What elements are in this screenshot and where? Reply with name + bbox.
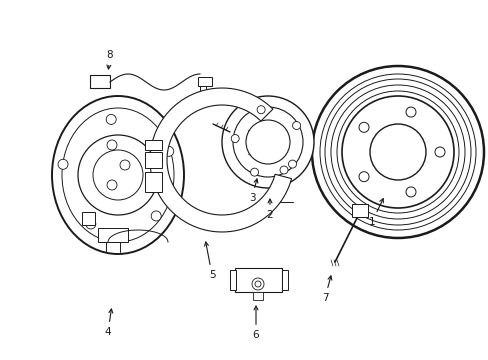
- Circle shape: [78, 135, 158, 215]
- Circle shape: [106, 114, 116, 125]
- Circle shape: [107, 140, 117, 150]
- Polygon shape: [351, 204, 367, 217]
- Text: 2: 2: [266, 199, 273, 220]
- Circle shape: [86, 219, 96, 229]
- Text: 8: 8: [106, 50, 113, 69]
- Polygon shape: [145, 152, 162, 168]
- Circle shape: [341, 96, 453, 208]
- Circle shape: [250, 168, 258, 176]
- Circle shape: [93, 150, 142, 200]
- Text: 6: 6: [252, 306, 259, 340]
- Polygon shape: [235, 268, 282, 292]
- Circle shape: [232, 107, 303, 177]
- Polygon shape: [150, 88, 291, 232]
- Polygon shape: [229, 270, 236, 290]
- Circle shape: [288, 160, 296, 168]
- Ellipse shape: [52, 96, 183, 254]
- Polygon shape: [198, 77, 212, 86]
- Ellipse shape: [62, 108, 174, 242]
- Text: 1: 1: [368, 199, 383, 227]
- Text: 7: 7: [321, 276, 331, 303]
- Circle shape: [292, 122, 300, 130]
- Circle shape: [231, 135, 239, 143]
- Circle shape: [254, 281, 261, 287]
- Polygon shape: [145, 172, 162, 192]
- Circle shape: [358, 122, 368, 132]
- Polygon shape: [282, 270, 287, 290]
- Circle shape: [257, 106, 264, 114]
- Circle shape: [58, 159, 68, 169]
- Text: 4: 4: [104, 309, 113, 337]
- Circle shape: [107, 180, 117, 190]
- Circle shape: [358, 172, 368, 182]
- Circle shape: [222, 96, 313, 188]
- Text: 5: 5: [204, 242, 215, 280]
- Circle shape: [163, 146, 173, 156]
- Circle shape: [405, 107, 415, 117]
- Polygon shape: [145, 140, 162, 150]
- Circle shape: [151, 211, 161, 221]
- Polygon shape: [98, 228, 128, 242]
- Polygon shape: [90, 75, 110, 88]
- Circle shape: [280, 166, 287, 174]
- Circle shape: [311, 66, 483, 238]
- Text: 3: 3: [248, 179, 257, 203]
- Polygon shape: [82, 212, 95, 225]
- Circle shape: [251, 278, 264, 290]
- Circle shape: [245, 120, 289, 164]
- Polygon shape: [252, 292, 263, 300]
- Circle shape: [434, 147, 444, 157]
- Circle shape: [120, 160, 130, 170]
- Circle shape: [369, 124, 425, 180]
- Circle shape: [405, 187, 415, 197]
